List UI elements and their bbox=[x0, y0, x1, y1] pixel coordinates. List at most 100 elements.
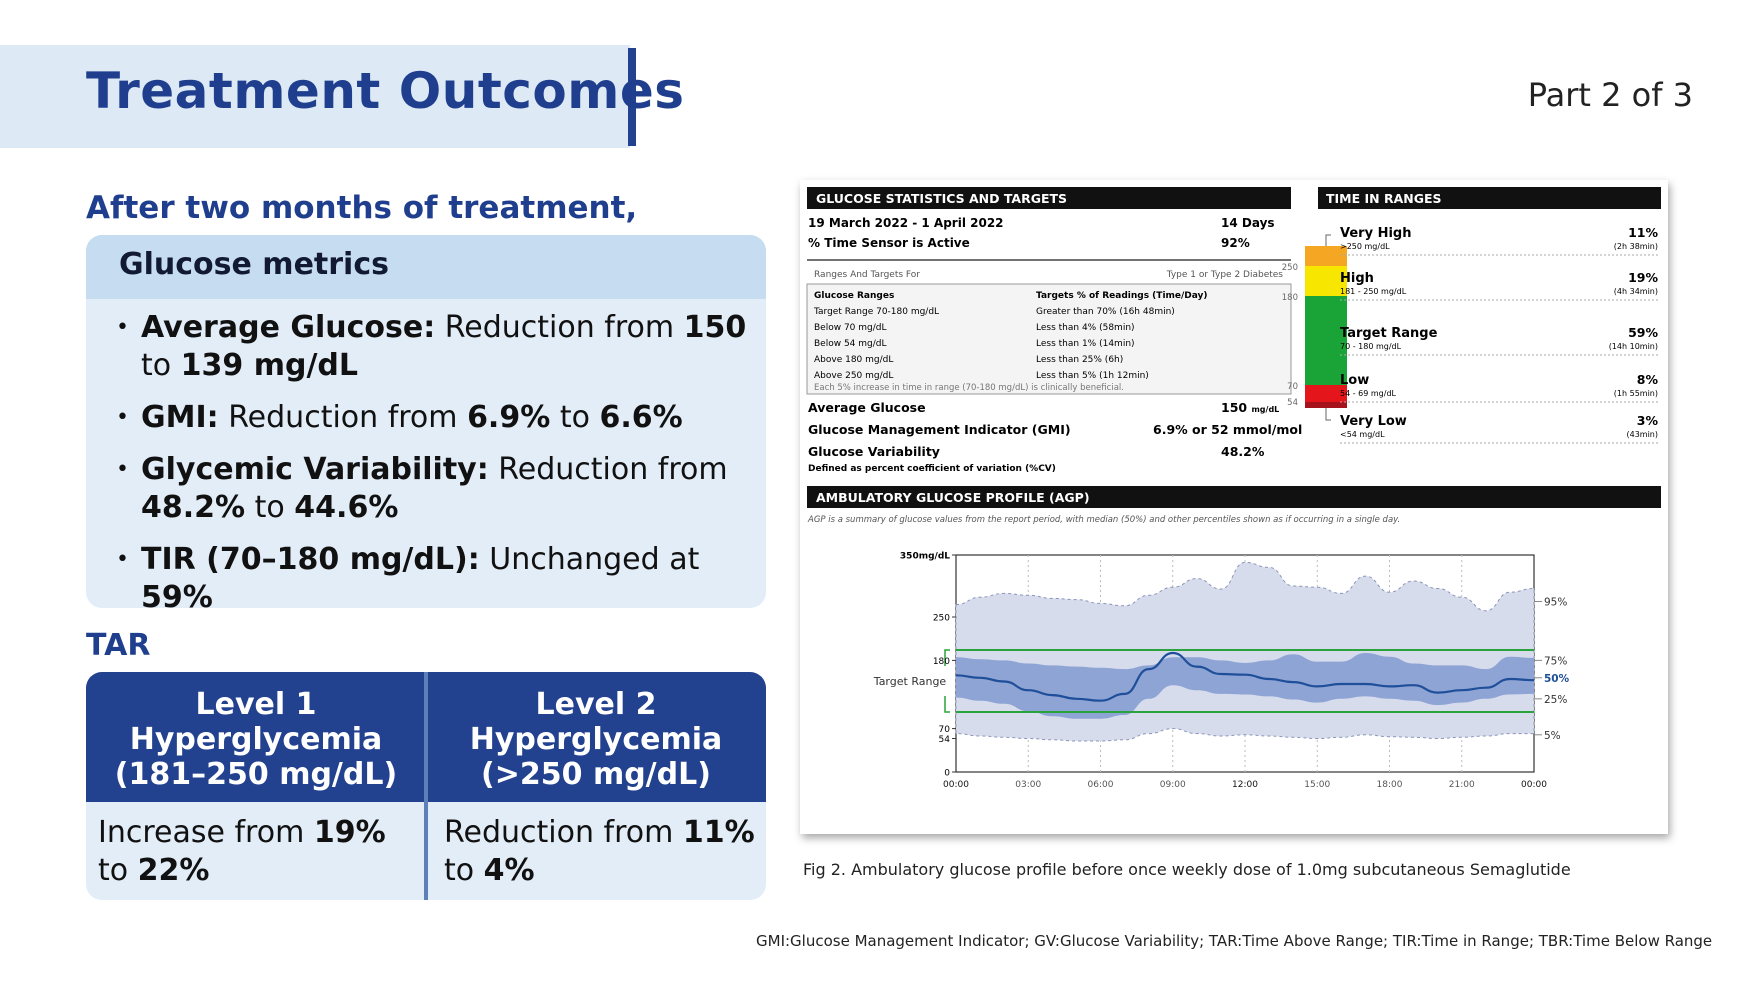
tir-tick-label: 70 bbox=[1287, 382, 1298, 392]
tir-range-pct: 8% bbox=[1637, 372, 1659, 387]
days-count: 14 Days bbox=[1221, 216, 1275, 230]
target-range-bracket bbox=[944, 649, 950, 713]
tar-level1-header: Level 1 Hyperglycemia (181–250 mg/dL) bbox=[86, 672, 426, 802]
tar-level2-value: Reduction from 11% to 4% bbox=[444, 815, 755, 888]
title-accent-bar bbox=[628, 48, 636, 146]
date-range: 19 March 2022 - 1 April 2022 bbox=[808, 216, 1004, 230]
tar-level2-header: Level 2 Hyperglycemia (>250 mg/dL) bbox=[426, 672, 766, 802]
tir-bar-segment bbox=[1305, 402, 1347, 408]
tir-range-name: Low bbox=[1340, 373, 1369, 388]
target-range-name: Below 70 mg/dL bbox=[814, 323, 887, 333]
agp-xtick-label: 18:00 bbox=[1377, 780, 1403, 790]
tir-range-pct: 59% bbox=[1628, 325, 1658, 340]
agp-ytick-label: 250 bbox=[933, 614, 950, 624]
metric-glycemic-variability: Glycemic Variability: Reduction from 48.… bbox=[116, 451, 766, 527]
tir-range-sub: 54 - 69 mg/dL bbox=[1340, 389, 1397, 398]
agp-xtick-label: 09:00 bbox=[1160, 780, 1186, 790]
tir-range-sub: >250 mg/dL bbox=[1340, 242, 1390, 251]
agp-25-75-band bbox=[956, 653, 1534, 719]
tir-connector bbox=[1325, 408, 1331, 421]
gv-value: 48.2% bbox=[1221, 444, 1265, 459]
tar-label: TAR bbox=[86, 628, 151, 663]
tir-range-time: (1h 55min) bbox=[1614, 389, 1658, 398]
metrics-list: Average Glucose: Reduction from 150 to 1… bbox=[86, 299, 766, 608]
tir-bar-segment bbox=[1305, 246, 1347, 266]
sensor-label: % Time Sensor is Active bbox=[808, 236, 970, 250]
tar-table: Level 1 Hyperglycemia (181–250 mg/dL) Le… bbox=[86, 672, 766, 900]
tir-bar-segment bbox=[1305, 296, 1347, 385]
agp-ytick-label: 0 bbox=[944, 769, 950, 779]
tir-range-pct: 3% bbox=[1637, 413, 1659, 428]
agp-percentile-labels: 95% 75% 50% 25% 5% bbox=[1534, 597, 1570, 742]
agp-header: AMBULATORY GLUCOSE PROFILE (AGP) bbox=[816, 490, 1090, 505]
target-range-name: Target Range 70-180 mg/dL bbox=[813, 307, 939, 317]
agp-ytick-label: 54 bbox=[939, 735, 951, 745]
tir-range-sub: <54 mg/dL bbox=[1340, 430, 1385, 439]
metric-gmi: GMI: Reduction from 6.9% to 6.6% bbox=[116, 399, 766, 437]
target-range-label: Target Range bbox=[873, 675, 947, 688]
ranges-for: Ranges And Targets For bbox=[814, 270, 920, 280]
sensor-value: 92% bbox=[1221, 236, 1250, 250]
page-title: Treatment Outcomes bbox=[86, 62, 685, 120]
target-range-name: Above 250 mg/dL bbox=[814, 371, 893, 381]
targets-col1: Glucose Ranges bbox=[814, 291, 894, 301]
target-range-goal: Less than 1% (14min) bbox=[1036, 339, 1135, 349]
title-band bbox=[0, 45, 630, 148]
agp-median-line bbox=[955, 651, 1535, 702]
tir-bar-segment bbox=[1305, 385, 1347, 402]
tir-range-time: (2h 38min) bbox=[1614, 242, 1658, 251]
tir-tick-label: 180 bbox=[1282, 293, 1298, 303]
agp-header-bar bbox=[807, 486, 1661, 508]
agp-pct-label: 75% bbox=[1544, 655, 1567, 667]
agp-xtick-label: 15:00 bbox=[1304, 780, 1330, 790]
tir-range-time: (14h 10min) bbox=[1609, 342, 1658, 351]
subheading: After two months of treatment, bbox=[86, 190, 638, 226]
tir-range-sub: 70 - 180 mg/dL bbox=[1340, 342, 1402, 351]
agp-xtick-label: 12:00 bbox=[1232, 780, 1258, 790]
tir-range-name: High bbox=[1340, 271, 1374, 286]
gv-label: Glucose Variability bbox=[808, 444, 940, 459]
metric-tir: TIR (70–180 mg/dL): Unchanged at 59% bbox=[116, 541, 766, 608]
targets-col2: Targets % of Readings (Time/Day) bbox=[1036, 291, 1208, 301]
agp-pct-label: 50% bbox=[1544, 673, 1570, 685]
gv-definition: Defined as percent coefficient of variat… bbox=[808, 464, 1056, 474]
target-range-goal: Less than 4% (58min) bbox=[1036, 323, 1135, 333]
agp-xtick-label: 00:00 bbox=[1521, 780, 1547, 790]
tir-connector bbox=[1325, 234, 1331, 246]
stats-header-bar bbox=[807, 187, 1291, 209]
tir-range-sub: 181 - 250 mg/dL bbox=[1340, 287, 1407, 296]
tir-header-bar bbox=[1318, 187, 1661, 209]
tir-range-name: Very Low bbox=[1340, 414, 1407, 429]
target-range-name: Below 54 mg/dL bbox=[814, 339, 887, 349]
tir-tick-label: 54 bbox=[1287, 398, 1298, 408]
agp-pct-label: 5% bbox=[1544, 730, 1561, 742]
agp-pct-label: 95% bbox=[1544, 597, 1567, 609]
tir-bar-segment bbox=[1305, 266, 1347, 296]
tir-range-name: Target Range bbox=[1340, 326, 1438, 341]
agp-x-ticks: 00:00 03:00 06:00 09:00 12:00 15:00 18:00 21:00… bbox=[943, 780, 1547, 790]
target-range-goal: Less than 25% (6h) bbox=[1036, 355, 1123, 365]
tir-stacked-bar bbox=[1305, 246, 1347, 408]
figure-caption: Fig 2. Ambulatory glucose profile before… bbox=[803, 860, 1571, 879]
tir-range-time: (43min) bbox=[1626, 430, 1658, 439]
tir-range-labels: Very High>250 mg/dL 11% (2h 38min) High181 … bbox=[1325, 225, 1659, 444]
agp-ytick-label: 180 bbox=[933, 657, 950, 667]
tir-range-time: (4h 34min) bbox=[1614, 287, 1658, 296]
agp-pct-label: 25% bbox=[1544, 694, 1567, 706]
tir-range-pct: 19% bbox=[1628, 270, 1658, 285]
tir-header: TIME IN RANGES bbox=[1326, 191, 1442, 206]
abbreviations-footnote: GMI:Glucose Management Indicator; GV:Glu… bbox=[756, 932, 1713, 950]
tir-tick-label: 250 bbox=[1282, 263, 1298, 273]
gmi-label: Glucose Management Indicator (GMI) bbox=[808, 422, 1071, 437]
avg-glucose-label: Average Glucose bbox=[808, 400, 926, 415]
tir-bar-ticks: 250 180 70 54 bbox=[1282, 263, 1298, 408]
tar-level1-value: Increase from 19% to 22% bbox=[98, 815, 386, 888]
target-range-name: Above 180 mg/dL bbox=[814, 355, 893, 365]
agp-xtick-label: 00:00 bbox=[943, 780, 969, 790]
avg-glucose-value: 150 mg/dL bbox=[1221, 400, 1279, 415]
agp-ytick-label: 350mg/dL bbox=[900, 552, 950, 562]
agp-xtick-label: 21:00 bbox=[1449, 780, 1475, 790]
part-indicator: Part 2 of 3 bbox=[1527, 76, 1693, 114]
